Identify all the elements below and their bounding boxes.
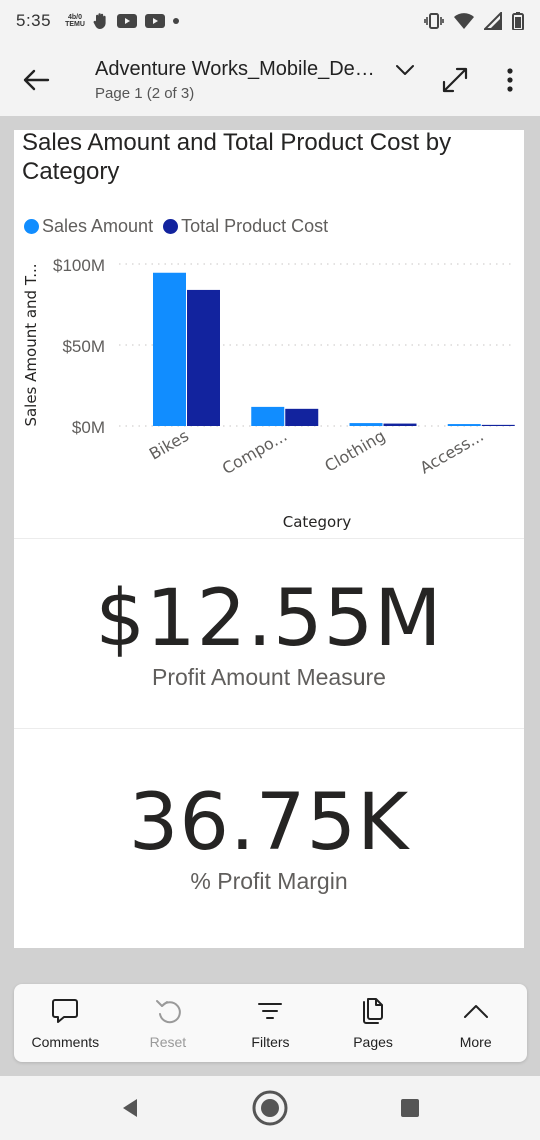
profit-margin-label: % Profit Margin xyxy=(190,868,348,894)
filter-icon xyxy=(258,1003,283,1019)
bar-total-product-cost xyxy=(187,289,220,426)
wifi-icon xyxy=(454,13,474,29)
bar-total-product-cost xyxy=(481,424,515,426)
filters-label: Filters xyxy=(251,1034,290,1050)
legend-swatch-total-product-cost xyxy=(163,219,179,234)
y-tick-label: $100M xyxy=(53,256,105,275)
bar-total-product-cost xyxy=(285,408,319,426)
report-switch-dropdown[interactable] xyxy=(394,59,416,81)
pages-label: Pages xyxy=(353,1034,393,1050)
more-button[interactable]: More xyxy=(428,984,523,1062)
report-canvas: Sales Amount and Total Product Cost by C… xyxy=(14,129,524,948)
vibrate-icon xyxy=(424,13,444,29)
arrow-left-icon xyxy=(23,69,50,91)
status-time: 5:35 xyxy=(16,11,52,30)
chevron-up-icon xyxy=(463,1005,488,1018)
temu-notification-icon: 4b/0 TEMU xyxy=(65,14,85,28)
x-axis-title: Category xyxy=(283,513,352,531)
more-notifications-dot-icon xyxy=(172,18,179,24)
divider xyxy=(14,538,524,539)
comment-icon xyxy=(52,999,79,1023)
x-tick-label: Access... xyxy=(417,426,487,477)
nav-recents-button[interactable] xyxy=(390,1088,430,1128)
pages-icon xyxy=(363,998,384,1024)
sales-cost-chart-visual[interactable]: Sales Amount and Total Product Cost by C… xyxy=(14,129,524,538)
x-tick-label: Clothing xyxy=(321,426,388,476)
back-button[interactable] xyxy=(18,62,54,98)
nav-back-button[interactable] xyxy=(110,1088,150,1128)
youtube-icon-2 xyxy=(144,14,165,28)
expand-button[interactable] xyxy=(439,64,471,96)
comments-button[interactable]: Comments xyxy=(18,984,113,1062)
reset-label: Reset xyxy=(149,1034,187,1050)
triangle-back-icon xyxy=(123,1099,137,1117)
bar-sales-amount xyxy=(349,423,383,426)
y-tick-label: $0M xyxy=(72,418,105,437)
undo-icon xyxy=(155,1000,181,1024)
comments-label: Comments xyxy=(31,1034,100,1050)
report-title: Adventure Works_Mobile_Design xyxy=(95,58,380,80)
filters-button[interactable]: Filters xyxy=(223,984,318,1062)
hand-icon xyxy=(93,13,106,29)
chart-title: Sales Amount and Total Product Cost by C… xyxy=(22,129,452,185)
status-notification-icons: 4b/0 TEMU xyxy=(65,12,179,30)
profit-amount-label: Profit Amount Measure xyxy=(152,664,386,690)
y-tick-label: $50M xyxy=(62,337,105,356)
bar-sales-amount xyxy=(153,272,186,426)
status-system-icons xyxy=(424,12,524,30)
legend-item-sales-amount[interactable]: Sales Amount xyxy=(24,216,153,237)
nav-home-button[interactable] xyxy=(250,1088,290,1128)
x-tick-label: Bikes xyxy=(146,426,192,464)
legend-swatch-sales-amount xyxy=(24,219,39,234)
bar-total-product-cost xyxy=(383,423,417,426)
bottom-toolbar: Comments Reset Filters Pages xyxy=(14,984,527,1062)
system-navigation-bar xyxy=(0,1076,540,1140)
chart-plot: $0M $50M $100M Sales Amount and T... Bikes Co… xyxy=(22,256,515,531)
expand-icon xyxy=(442,67,468,93)
y-axis-title: Sales Amount and T... xyxy=(22,263,40,426)
signal-icon xyxy=(484,12,502,30)
page-indicator: Page 1 (2 of 3) xyxy=(95,85,195,102)
bar-sales-amount xyxy=(251,406,285,426)
chevron-down-icon xyxy=(396,64,414,75)
x-tick-label: Compo... xyxy=(219,426,290,478)
status-bar: 5:35 4b/0 TEMU xyxy=(0,0,540,42)
legend-label-total-product-cost: Total Product Cost xyxy=(181,216,329,236)
legend-label-sales-amount: Sales Amount xyxy=(42,216,154,236)
profit-margin-card[interactable]: 36.75K % Profit Margin xyxy=(14,778,524,895)
profit-margin-value: 36.75K xyxy=(128,778,410,868)
profit-amount-card[interactable]: $12.55M Profit Amount Measure xyxy=(14,574,524,691)
app-header: Adventure Works_Mobile_Design Page 1 (2 … xyxy=(0,42,540,116)
reset-button[interactable]: Reset xyxy=(120,984,215,1062)
divider-2 xyxy=(14,728,524,729)
chart-legend: Sales Amount Total Product Cost xyxy=(24,216,338,237)
circle-home-icon xyxy=(252,1090,288,1126)
profit-amount-value: $12.55M xyxy=(95,574,443,664)
battery-icon xyxy=(512,12,524,30)
more-label: More xyxy=(459,1034,492,1050)
youtube-icon xyxy=(116,14,137,28)
more-vertical-icon xyxy=(507,68,513,92)
bar-sales-amount xyxy=(447,424,481,426)
overflow-menu-button[interactable] xyxy=(498,64,522,96)
pages-button[interactable]: Pages xyxy=(326,984,421,1062)
report-title-block[interactable]: Adventure Works_Mobile_Design Page 1 (2 … xyxy=(95,58,425,102)
legend-item-total-product-cost[interactable]: Total Product Cost xyxy=(163,216,328,237)
square-recents-icon xyxy=(401,1099,419,1117)
